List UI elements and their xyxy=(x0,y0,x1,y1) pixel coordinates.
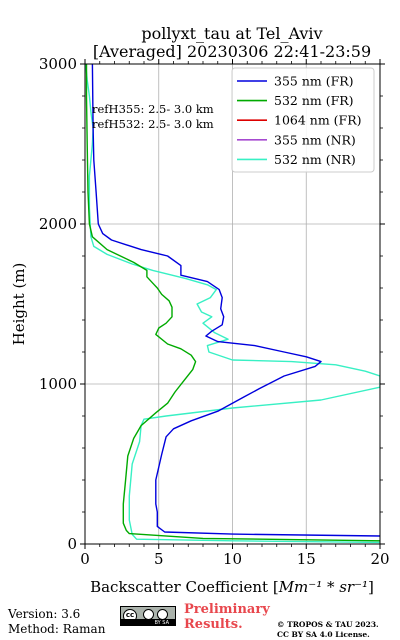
version-label: Version: 3.6 xyxy=(8,607,81,621)
legend-label-355-nm-fr: 355 nm (FR) xyxy=(274,74,354,89)
cc-license-badge: cc BY SA xyxy=(120,606,176,626)
reference-height-532: refH532: 2.5- 3.0 km xyxy=(92,117,214,131)
series-line-532-nm-nr xyxy=(85,64,380,544)
x-tick-label: 10 xyxy=(223,550,242,568)
copyright-line1: © TROPOS & TAU 2023. xyxy=(277,620,379,629)
x-tick-label: 20 xyxy=(370,550,389,568)
legend-label-1064-nm-fr: 1064 nm (FR) xyxy=(274,113,362,128)
x-tick-label: 15 xyxy=(297,550,316,568)
reference-height-355: refH355: 2.5- 3.0 km xyxy=(92,102,214,116)
x-axis-label: Backscatter Coefficient [Mm⁻¹ * sr⁻¹] xyxy=(90,578,374,596)
legend-label-355-nm-nr: 355 nm (NR) xyxy=(274,132,356,147)
x-axis-label-unit: Mm⁻¹ * sr⁻¹ xyxy=(278,578,368,596)
x-tick-label: 5 xyxy=(154,550,164,568)
y-tick-label: 3000 xyxy=(39,55,77,73)
legend-label-532-nm-nr: 532 nm (NR) xyxy=(274,152,356,167)
legend-box xyxy=(231,67,375,173)
preliminary-line2: Results. xyxy=(184,617,243,632)
y-tick-label: 1000 xyxy=(39,375,77,393)
preliminary-results-label: Preliminary Results. xyxy=(184,602,270,632)
method-label: Method: Raman xyxy=(8,622,106,636)
series-line-532-nm-fr xyxy=(85,64,380,542)
axis-tick-labels: 0 5 10 15 20 0 1000 2000 3000 xyxy=(39,55,390,568)
y-axis-label: Height (m) xyxy=(10,263,28,346)
series-layer xyxy=(85,64,380,544)
legend-label-532-nm-fr: 532 nm (FR) xyxy=(274,93,354,108)
legend-entries: 355 nm (FR) 532 nm (FR) 1064 nm (FR) 355 nm… xyxy=(237,74,362,167)
x-axis-label-suffix: ] xyxy=(368,578,374,596)
y-tick-label: 2000 xyxy=(39,215,77,233)
series-line-355-nm-fr xyxy=(91,64,380,537)
x-tick-label: 0 xyxy=(80,550,90,568)
chart-title-line1: pollyxt_tau at Tel_Aviv xyxy=(141,24,322,43)
axis-ticks xyxy=(80,59,385,549)
license-strip-text: BY SA xyxy=(154,620,170,626)
copyright-line2: CC BY SA 4.0 License. xyxy=(277,630,370,639)
y-tick-label: 0 xyxy=(67,535,77,553)
preliminary-line1: Preliminary xyxy=(184,602,270,617)
legend: 355 nm (FR) 532 nm (FR) 1064 nm (FR) 355 nm… xyxy=(231,67,375,173)
license-strip xyxy=(121,619,175,625)
copyright-notice: © TROPOS & TAU 2023. CC BY SA 4.0 Licens… xyxy=(277,620,379,640)
x-axis-label-prefix: Backscatter Coefficient [ xyxy=(90,578,279,596)
chart-title-line2: [Averaged] 20230306 22:41-23:59 xyxy=(93,42,371,61)
